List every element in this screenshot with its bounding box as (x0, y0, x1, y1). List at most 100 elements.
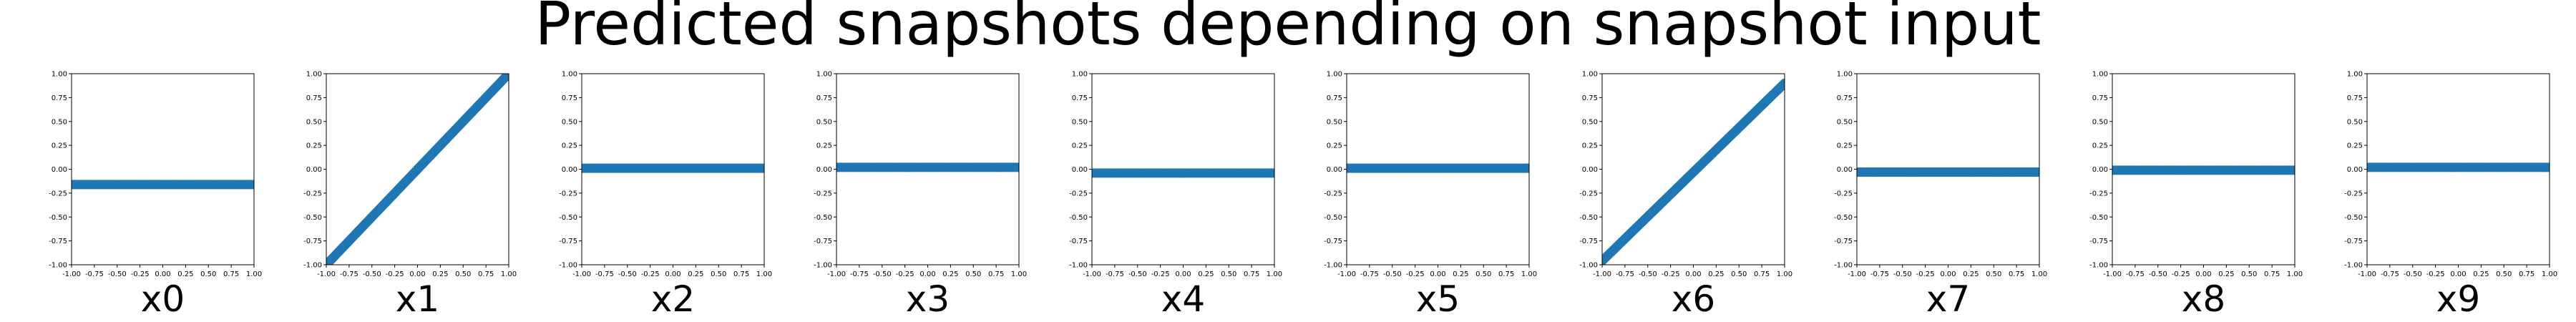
x-tick-label: -0.25 (2172, 270, 2190, 278)
x-tick-label: 0.00 (1940, 270, 1956, 278)
y-tick-label: -0.25 (1324, 190, 1342, 197)
x-tick-label: 1.00 (2031, 270, 2047, 278)
x-tick-label: -1.00 (62, 270, 81, 278)
y-tick-label: 0.50 (306, 118, 322, 126)
y-tick-label: 0.50 (52, 118, 67, 126)
y-tick-label: 0.25 (562, 142, 577, 150)
x-tick-label: -1.00 (1593, 270, 1611, 278)
x-tick-label: 0.25 (2218, 270, 2234, 278)
subplot-x1: -1.00 -0.75 -0.50 -0.25 0.00 0.25 0.50 0.75 1.00… (303, 71, 517, 321)
data-point (1780, 78, 1785, 88)
y-tick-label: -0.50 (559, 214, 577, 222)
y-tick-label: 0.75 (1327, 94, 1342, 102)
y-tick-label: 0.25 (52, 142, 67, 150)
y-tick-label: -0.25 (303, 190, 322, 197)
y-tick-label: -0.75 (303, 238, 322, 245)
x-tick-label: 0.25 (432, 270, 448, 278)
y-tick-label: -0.75 (2344, 238, 2363, 245)
y-tick-label: 1.00 (1837, 71, 1853, 79)
y-tick-label: 1.00 (306, 71, 322, 79)
y-tick-label: -0.75 (1579, 238, 1598, 245)
data-point (2545, 162, 2550, 172)
y-tick-label: 1.00 (2092, 71, 2108, 79)
x-tick-label: 0.00 (1685, 270, 1701, 278)
x-axis-label: x5 (1416, 278, 1460, 320)
y-tick-label: -1.00 (2344, 262, 2363, 270)
x-tick-label: 0.50 (1475, 270, 1491, 278)
y-tick-label: 0.00 (306, 166, 322, 174)
x-tick-label: 0.25 (1963, 270, 1979, 278)
x-tick-label: 0.25 (1708, 270, 1724, 278)
y-tick-label: 0.50 (562, 118, 577, 126)
x-tick-label: 1.00 (246, 270, 262, 278)
x-tick-label: 1.00 (756, 270, 772, 278)
x-axis-label: x7 (1926, 278, 1970, 320)
y-tick-label: 0.25 (1582, 142, 1598, 150)
x-tick-label: 0.75 (2009, 270, 2024, 278)
x-tick-label: -0.50 (618, 270, 637, 278)
y-tick-label: -0.25 (2344, 190, 2363, 197)
subplot-x3: -1.00 -0.75 -0.50 -0.25 0.00 0.25 0.50 0.75 1.00… (814, 71, 1027, 321)
series-points (1602, 78, 1785, 265)
x-tick-label: 0.00 (155, 270, 170, 278)
y-tick-label: 0.75 (306, 94, 322, 102)
y-tick-label: 0.75 (1582, 94, 1598, 102)
y-tick-label: 0.75 (2092, 94, 2108, 102)
x-tick-label: -1.00 (1083, 270, 1101, 278)
y-tick-label: -0.25 (2089, 190, 2108, 197)
y-tick-label: 0.50 (1072, 118, 1088, 126)
y-tick-label: 0.25 (2347, 142, 2363, 150)
x-tick-label: -0.25 (386, 270, 404, 278)
y-tick-label: 0.25 (1327, 142, 1342, 150)
y-tick-label: 0.50 (816, 118, 832, 126)
y-tick-label: -0.75 (1069, 238, 1088, 245)
x-tick-label: 1.00 (2287, 270, 2303, 278)
x-axis-label: x6 (1672, 278, 1715, 320)
x-tick-label: 0.50 (711, 270, 726, 278)
x-axis-label: x1 (396, 278, 439, 320)
y-tick-label: 0.00 (52, 166, 67, 174)
x-tick-label: 0.75 (223, 270, 239, 278)
y-tick-label: -0.50 (1324, 214, 1342, 222)
x-tick-label: 0.75 (478, 270, 494, 278)
x-tick-label: 0.00 (2195, 270, 2211, 278)
x-tick-label: -0.50 (1383, 270, 1402, 278)
x-tick-label: -0.25 (1406, 270, 1425, 278)
y-tick-label: -0.25 (1069, 190, 1088, 197)
y-tick-label: -0.50 (814, 214, 832, 222)
x-tick-label: -0.75 (85, 270, 104, 278)
x-tick-label: -0.50 (2404, 270, 2422, 278)
y-tick-label: -0.50 (2344, 214, 2363, 222)
x-tick-label: 1.00 (1521, 270, 1537, 278)
y-tick-label: 0.00 (816, 166, 832, 174)
x-axis-label: x0 (141, 278, 185, 320)
x-tick-label: -0.25 (1916, 270, 1935, 278)
subplot-x9: -1.00 -0.75 -0.50 -0.25 0.00 0.25 0.50 0.75 1.00… (2344, 71, 2557, 321)
y-tick-label: 0.00 (2347, 166, 2363, 174)
y-tick-label: -0.75 (814, 238, 832, 245)
y-tick-label: -1.00 (814, 262, 832, 270)
subplot-x0: -1.00 -0.75 -0.50 -0.25 0.00 0.25 0.50 0.75 1.00… (49, 71, 262, 321)
y-tick-label: 0.25 (1837, 142, 1853, 150)
x-tick-label: -0.50 (108, 270, 127, 278)
y-tick-label: 0.00 (1072, 166, 1088, 174)
x-tick-label: -0.50 (1128, 270, 1147, 278)
x-tick-label: -0.25 (2426, 270, 2445, 278)
series-points (326, 74, 509, 265)
x-tick-label: -0.75 (2381, 270, 2399, 278)
y-tick-label: 0.50 (2347, 118, 2363, 126)
y-tick-label: 1.00 (1582, 71, 1598, 79)
y-tick-label: 1.00 (1072, 71, 1088, 79)
x-tick-label: 0.50 (2496, 270, 2512, 278)
x-tick-label: 1.00 (2542, 270, 2557, 278)
x-tick-label: 0.25 (1453, 270, 1468, 278)
x-tick-label: -0.25 (896, 270, 914, 278)
x-axis-label: x2 (651, 278, 695, 320)
x-tick-label: -0.25 (1662, 270, 1680, 278)
x-tick-label: 0.75 (1244, 270, 1259, 278)
x-tick-label: -0.50 (873, 270, 892, 278)
y-tick-label: -1.00 (1069, 262, 1088, 270)
y-tick-label: -1.00 (1579, 262, 1598, 270)
figure-title: Predicted snapshots depending on snapsho… (535, 0, 2041, 59)
